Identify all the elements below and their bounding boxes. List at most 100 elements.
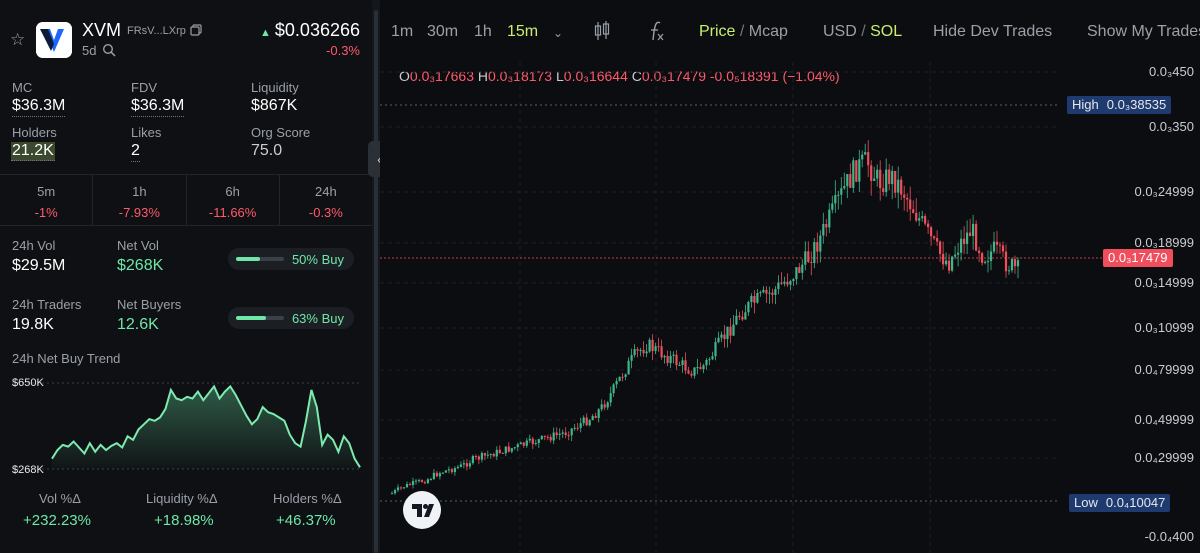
ohlc-high: 0.0₃18173	[488, 68, 553, 84]
copy-icon[interactable]	[190, 24, 202, 36]
candle-body	[732, 324, 735, 336]
holders-label: Holders	[12, 125, 57, 140]
candles-icon[interactable]	[594, 20, 610, 42]
timeframe-changes: 5m -1% 1h -7.93% 6h -11.66% 24h -0.3%	[0, 174, 372, 226]
net-buyers-value: 12.6K	[117, 316, 159, 333]
panel-divider[interactable]	[372, 0, 380, 553]
timeframe-1h[interactable]: 1h -7.93%	[93, 175, 187, 225]
likes-value[interactable]: 2	[131, 142, 140, 162]
ohlc-low: 0.0₃16644	[563, 68, 628, 84]
show-my-trades-button[interactable]: Show My Trades	[1087, 23, 1200, 40]
candle-body	[471, 456, 474, 464]
sol-option[interactable]: SOL	[870, 23, 903, 40]
candle-body	[837, 194, 840, 196]
timeframe-5m[interactable]: 5m -1%	[0, 175, 94, 225]
candle-body	[723, 334, 726, 340]
tradingview-logo-button[interactable]	[403, 491, 441, 529]
chart-grid	[380, 62, 1060, 553]
interval-15m[interactable]: 15m	[507, 23, 539, 40]
candle-body	[831, 203, 834, 210]
interval-1h[interactable]: 1h	[474, 23, 492, 40]
price-axis-tick: 0.0₄29999	[1134, 450, 1194, 465]
chevron-down-icon[interactable]: ⌄	[553, 26, 564, 40]
ohlc-close: 0.0₃17479	[641, 68, 706, 84]
candle-body	[594, 416, 597, 418]
timeframe-24h[interactable]: 24h -0.3%	[280, 175, 372, 225]
search-icon[interactable]	[102, 43, 116, 57]
candle-body	[669, 355, 672, 364]
candle-body	[966, 232, 969, 244]
token-panel: ☆ XVM FRsV...LXrp 5d ▲ $0.036266 -0.3% MC…	[0, 0, 372, 553]
buy-ratio-fill	[236, 257, 260, 261]
candle-body	[1010, 259, 1014, 271]
price-mcap-toggle[interactable]: Price / Mcap	[699, 23, 788, 40]
trend-top-label: $650K	[12, 377, 44, 389]
price-option[interactable]: Price	[699, 23, 736, 40]
candle-body	[708, 359, 711, 361]
candle-body	[711, 356, 714, 360]
candle-body	[939, 241, 942, 254]
candle-body	[609, 393, 612, 403]
candle-body	[450, 469, 453, 473]
candle-body	[900, 179, 903, 195]
candle-body	[918, 218, 921, 221]
token-age: 5d	[82, 43, 97, 58]
candle-body	[981, 253, 984, 263]
hide-dev-trades-button[interactable]: Hide Dev Trades	[933, 23, 1053, 40]
candle-body	[666, 356, 669, 364]
candle-body	[984, 261, 987, 263]
mc-label: MC	[12, 80, 33, 95]
candle-body	[588, 420, 591, 426]
interval-30m[interactable]: 30m	[427, 23, 459, 40]
candle-body	[603, 404, 606, 408]
candle-body	[585, 417, 588, 426]
buy-ratio-fill	[236, 316, 267, 320]
traders-label: 24h Traders	[12, 297, 82, 312]
candle-body	[546, 436, 549, 438]
candle-body	[477, 456, 480, 460]
usd-option[interactable]: USD	[823, 23, 857, 40]
timeframe-6h[interactable]: 6h -11.66%	[187, 175, 280, 225]
star-icon[interactable]: ☆	[10, 30, 26, 49]
candle-body	[978, 250, 981, 254]
candle-body	[558, 433, 561, 435]
fdv-label: FDV	[131, 80, 157, 95]
candle-body	[693, 367, 696, 376]
token-address[interactable]: FRsV...LXrp	[127, 25, 186, 37]
net-vol-value: $268K	[117, 257, 164, 274]
mcap-option[interactable]: Mcap	[748, 23, 788, 40]
candle-body	[576, 427, 579, 429]
liquidity-change-label: Liquidity %Δ	[146, 491, 218, 506]
candle-body	[435, 472, 438, 477]
candlestick-plot[interactable]	[380, 62, 1200, 553]
candle-body	[675, 354, 678, 366]
candle-body	[555, 432, 558, 436]
currency-toggle[interactable]: USD / SOL	[823, 23, 903, 40]
divider-bar	[374, 10, 378, 553]
candle-body	[531, 438, 534, 445]
candle-body	[894, 171, 897, 193]
candle-body	[786, 281, 789, 285]
candle-body	[567, 435, 570, 437]
candle-body	[642, 350, 645, 354]
price-axis-tick: 0.0₃18999	[1134, 235, 1194, 250]
candle-body	[684, 360, 687, 371]
candle-body	[456, 466, 459, 469]
candle-body	[729, 326, 732, 336]
candle-body	[747, 302, 750, 313]
candle-body	[777, 282, 780, 290]
candle-body	[633, 349, 636, 355]
candle-body	[408, 484, 412, 485]
interval-1m[interactable]: 1m	[391, 23, 414, 40]
candle-body	[897, 179, 900, 193]
candle-body	[552, 432, 555, 441]
indicators-icon[interactable]	[647, 20, 665, 42]
candle-body	[852, 160, 855, 188]
candle-body	[441, 472, 444, 474]
candle-body	[528, 438, 531, 441]
holders-value[interactable]: 21.2K	[11, 142, 55, 161]
price-axis-tick: 0.0₃10999	[1134, 320, 1194, 335]
candle-body	[963, 238, 966, 244]
candle-body	[726, 326, 729, 339]
candle-body	[822, 224, 825, 236]
